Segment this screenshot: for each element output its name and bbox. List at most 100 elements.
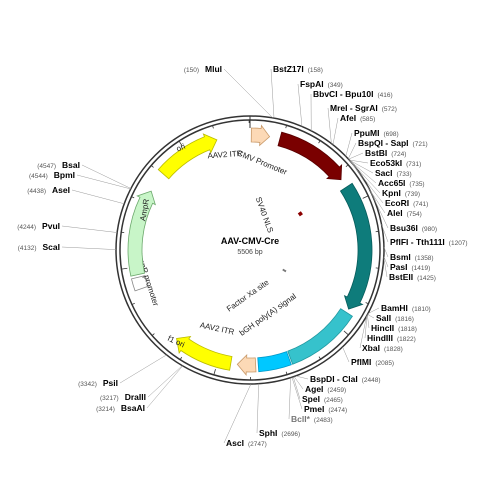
plasmid-title: AAV-CMV-Cre [221, 236, 279, 246]
site-label: BstBI (724) [365, 148, 406, 158]
site-position: (1822) [397, 336, 416, 343]
tick-mark [150, 165, 154, 168]
site-label: FspAI (349) [300, 79, 343, 89]
site-leader [71, 189, 125, 205]
site-name: FspAI [300, 79, 324, 89]
site-position: (2483) [314, 417, 333, 424]
site-leader [349, 159, 374, 174]
site-leader [146, 365, 183, 409]
site-label: Bsu36I (980) [390, 223, 437, 233]
tick-mark [179, 356, 183, 360]
site-name: BspQI - SapI [358, 138, 409, 148]
site-position: (731) [406, 161, 421, 168]
site-leader [367, 314, 375, 319]
feature-label: Factor Xa site [225, 278, 271, 314]
site-label: BbvCI - Bpu10I (416) [313, 89, 393, 99]
site-name: BsmI [390, 252, 411, 262]
plasmid-length: 5506 bp [237, 249, 262, 256]
tick-mark [365, 302, 369, 305]
site-name: BsaAI [121, 403, 145, 413]
site-name: HincII [371, 323, 394, 333]
site-position: (754) [407, 211, 422, 218]
site-label: (4438) AseI [27, 185, 70, 195]
site-label: SpeI (2465) [302, 394, 343, 404]
site-leader [348, 142, 357, 159]
site-name: SalI [376, 313, 391, 323]
feature-label: f1 ori [166, 334, 186, 350]
tick-mark [131, 302, 135, 305]
site-position: (2747) [248, 441, 267, 448]
site-position: (2448) [362, 377, 381, 384]
site-name: ScaI [43, 242, 61, 252]
site-name: AseI [52, 185, 70, 195]
site-label: (4544) BpmI [29, 170, 75, 180]
site-name: BstEII [389, 272, 413, 282]
site-name: BpmI [54, 170, 75, 180]
site-leader [81, 164, 132, 189]
site-leader [119, 354, 167, 384]
site-name: BsaI [62, 160, 80, 170]
site-label: BstEII (1425) [389, 272, 436, 282]
site-position: (3342) [78, 381, 97, 388]
site-label: XbaI (1828) [362, 343, 403, 353]
site-label: (4132) ScaI [18, 242, 60, 252]
site-name: Bsu36I [390, 223, 418, 233]
site-leader [270, 68, 275, 119]
feature-label: ori [175, 142, 187, 154]
site-position: (2696) [281, 431, 300, 438]
tick-mark [151, 333, 155, 336]
site-position: (4544) [29, 173, 48, 180]
site-label: (4244) PvuI [17, 221, 60, 231]
site-label: EcoRI (741) [385, 198, 428, 208]
site-position: (735) [409, 181, 424, 188]
site-name: Eco53kI [370, 158, 402, 168]
feature-label: Cre [326, 227, 337, 242]
site-label: BsmI (1358) [390, 252, 434, 262]
site-label: (3342) PsiI [78, 378, 118, 388]
site-name: PflFI - Tth111I [390, 237, 445, 247]
site-position: (741) [413, 201, 428, 208]
site-position: (4132) [18, 245, 37, 252]
tick-mark [178, 140, 183, 147]
site-label: (3217) DraIII [100, 392, 146, 402]
site-leader [349, 160, 381, 194]
site-position: (2465) [324, 397, 343, 404]
site-position: (2085) [375, 360, 394, 367]
site-leader [327, 107, 332, 144]
feature-label: AmpR [138, 198, 151, 222]
site-leader [383, 247, 389, 258]
feature [277, 131, 343, 181]
site-name: MluI [205, 64, 222, 74]
site-label: (3214) BsaAI [96, 403, 145, 413]
site-name: XbaI [362, 343, 380, 353]
site-leader [345, 132, 353, 157]
tick-mark [345, 164, 349, 168]
feature [297, 211, 303, 217]
site-label: BstZ17I (158) [273, 64, 323, 74]
site-label: AgeI (2459) [305, 384, 346, 394]
site-leader [367, 307, 380, 314]
feature-label: WPRE [280, 310, 304, 333]
site-position: (1816) [395, 316, 414, 323]
site-label: Acc65I (735) [378, 178, 425, 188]
site-leader [383, 256, 389, 268]
site-position: (158) [308, 67, 323, 74]
feature [257, 351, 292, 373]
site-label: KpnI (739) [382, 188, 420, 198]
site-position: (980) [422, 226, 437, 233]
site-label: HincII (1818) [371, 323, 417, 333]
site-label: PpuMI (698) [354, 128, 399, 138]
site-name: BstZ17I [273, 64, 304, 74]
site-name: BbvCI - Bpu10I [313, 89, 373, 99]
tick-mark [285, 125, 287, 129]
site-position: (3214) [96, 406, 115, 413]
site-position: (724) [391, 151, 406, 158]
site-leader [147, 365, 183, 398]
site-leader [288, 377, 291, 420]
site-leader [76, 174, 131, 190]
feature-label: AAV2 ITR [207, 149, 243, 160]
site-name: AleI [387, 208, 403, 218]
site-label: BamHI (1810) [381, 303, 431, 313]
site-label: PasI (1419) [390, 262, 430, 272]
